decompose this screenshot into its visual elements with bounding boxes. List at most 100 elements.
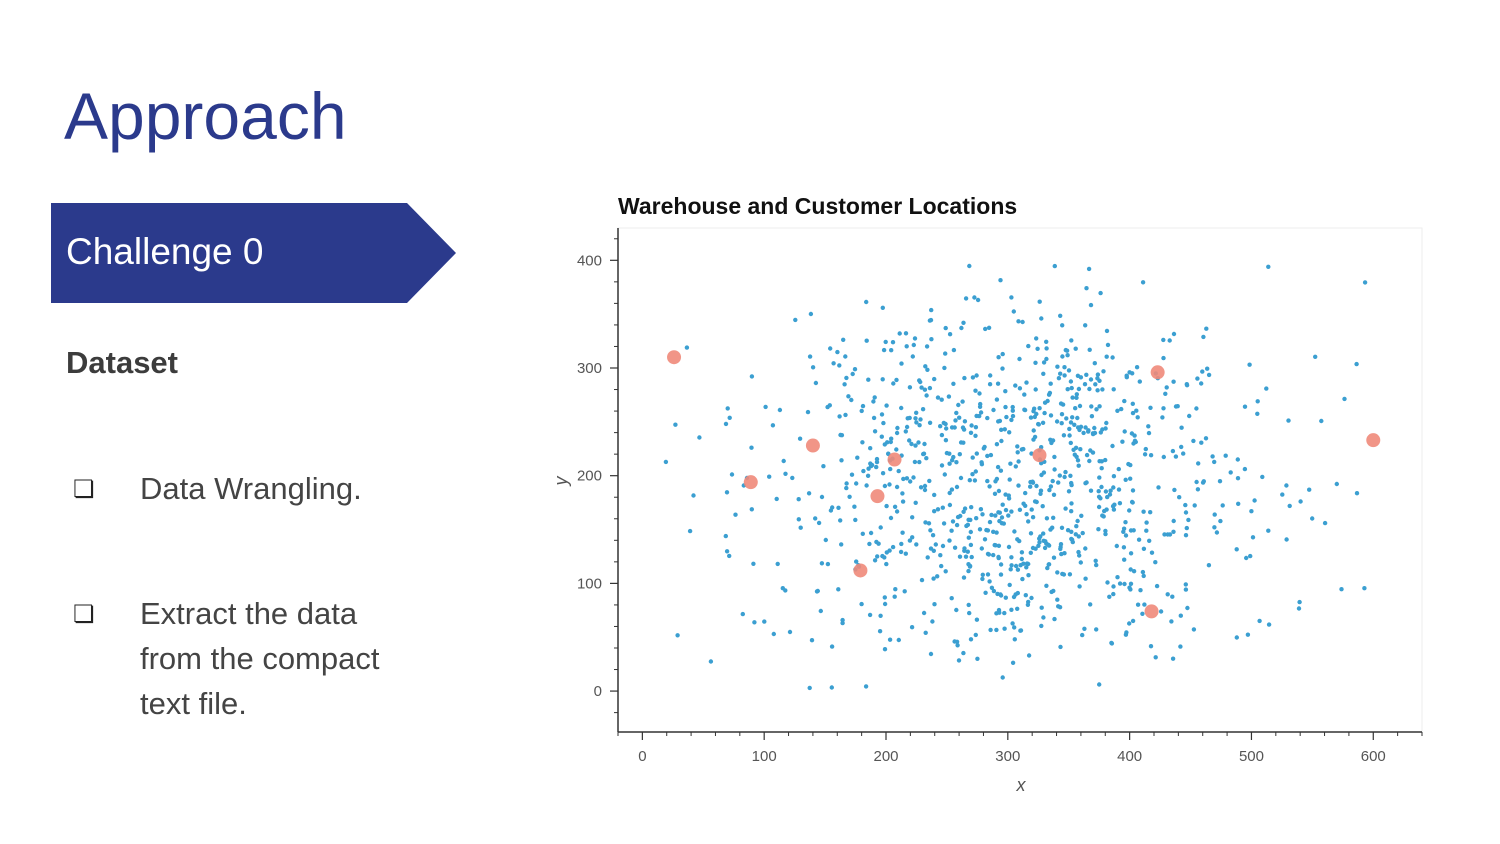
customer-point — [949, 487, 955, 492]
customer-point — [1031, 428, 1036, 433]
customer-point — [1111, 584, 1116, 589]
customer-point — [1184, 525, 1189, 531]
customer-point — [1058, 371, 1063, 376]
customer-point — [767, 474, 772, 479]
customer-point — [1128, 581, 1134, 586]
customer-point — [968, 637, 974, 642]
customer-point — [1287, 503, 1292, 509]
customer-point — [843, 412, 848, 418]
customer-point — [988, 452, 994, 458]
customer-point — [1117, 501, 1123, 506]
customer-point — [998, 592, 1003, 597]
customer-point — [968, 517, 973, 523]
customer-point — [935, 507, 941, 512]
customer-point — [1192, 503, 1197, 508]
customer-point — [1056, 376, 1062, 381]
customer-point — [880, 471, 886, 476]
customer-point — [977, 391, 982, 396]
customer-point — [1028, 531, 1034, 536]
customer-point — [1130, 618, 1136, 624]
customer-point — [867, 541, 872, 547]
customer-point — [673, 422, 678, 427]
customer-point — [954, 484, 960, 490]
customer-point — [998, 562, 1004, 567]
customer-point — [1142, 452, 1148, 457]
customer-point — [1123, 477, 1128, 482]
customer-point — [807, 354, 813, 359]
customer-point — [797, 436, 803, 441]
customer-point — [947, 332, 953, 337]
customer-point — [1114, 543, 1119, 549]
customer-point — [1074, 524, 1079, 529]
customer-point — [1179, 444, 1184, 450]
customer-point — [1037, 406, 1042, 411]
customer-point — [1044, 346, 1049, 351]
customer-point — [1074, 392, 1079, 397]
customer-point — [987, 579, 992, 584]
customer-point — [1144, 528, 1149, 533]
customer-point — [910, 354, 915, 359]
customer-point — [1183, 582, 1188, 587]
customer-point — [852, 504, 857, 509]
customer-point — [1006, 513, 1011, 518]
customer-point — [1130, 488, 1136, 493]
customer-point — [913, 416, 918, 421]
customer-point — [1030, 515, 1036, 520]
customer-point — [884, 503, 889, 509]
customer-point — [823, 537, 828, 543]
customer-point — [1032, 499, 1038, 504]
customer-point — [1051, 492, 1057, 497]
customer-point — [1039, 316, 1044, 321]
customer-point — [1148, 405, 1153, 410]
customer-point — [1252, 498, 1257, 503]
customer-point — [1021, 501, 1026, 506]
customer-point — [1158, 609, 1164, 614]
customer-point — [1097, 682, 1102, 687]
customer-point — [914, 542, 919, 547]
customer-point — [1058, 313, 1063, 318]
customer-point — [958, 475, 964, 481]
customer-point — [970, 472, 975, 477]
customer-point — [825, 404, 830, 410]
customer-point — [962, 419, 968, 424]
customer-point — [1083, 576, 1088, 581]
customer-point — [974, 451, 979, 456]
customer-point — [1068, 440, 1073, 446]
customer-point — [1084, 286, 1089, 291]
customer-point — [1040, 420, 1046, 425]
customer-point — [1012, 529, 1017, 534]
customer-point — [882, 647, 888, 652]
customer-point — [813, 516, 818, 521]
customer-point — [839, 433, 845, 438]
customer-point — [1021, 446, 1026, 452]
customer-point — [1127, 508, 1132, 513]
customer-point — [1111, 485, 1116, 490]
customer-point — [864, 299, 869, 305]
customer-point — [973, 425, 979, 430]
customer-point — [723, 533, 728, 539]
customer-point — [1123, 533, 1129, 538]
customer-point — [846, 394, 851, 399]
customer-point — [882, 442, 887, 447]
customer-point — [1081, 430, 1086, 436]
customer-point — [931, 548, 936, 553]
customer-point — [1075, 425, 1081, 430]
customer-point — [1003, 492, 1008, 497]
customer-point — [1010, 408, 1015, 413]
customer-point — [1140, 280, 1146, 285]
customer-point — [911, 475, 916, 480]
customer-point — [1101, 369, 1106, 374]
customer-point — [979, 546, 984, 551]
customer-point — [943, 438, 949, 443]
customer-point — [1030, 479, 1035, 484]
customer-point — [1026, 653, 1032, 658]
customer-point — [1062, 474, 1067, 480]
customer-point — [1104, 420, 1109, 426]
customer-point — [1093, 382, 1098, 387]
customer-point — [1199, 440, 1204, 445]
customer-point — [1235, 457, 1240, 462]
customer-point — [1201, 334, 1206, 340]
customer-point — [1171, 379, 1176, 384]
customer-point — [923, 364, 928, 369]
customer-point — [932, 602, 937, 607]
